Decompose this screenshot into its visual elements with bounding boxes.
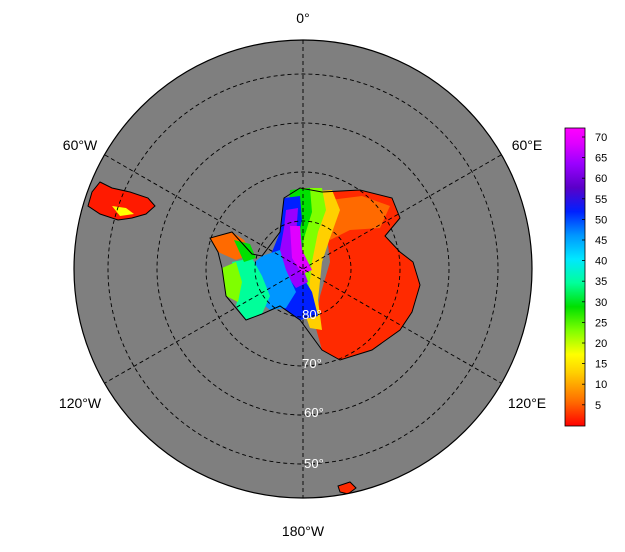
longitude-gridlines <box>104 40 502 498</box>
colorbar-tick-label: 70 <box>595 132 607 144</box>
lat-label-50: 50° <box>304 456 324 471</box>
colorbar-tick-label: 55 <box>595 194 607 206</box>
lon-label-top: 0° <box>296 10 309 26</box>
colorbar-tick-label: 65 <box>595 153 607 165</box>
latitude-gridlines <box>107 73 499 465</box>
colorbar-tick-label: 30 <box>595 297 607 309</box>
south-america-data-field <box>87 181 156 221</box>
colorbar-gradient <box>564 127 586 427</box>
colorbar-tick-label: 45 <box>595 235 607 247</box>
lat-label-80: 80° <box>302 307 322 322</box>
colorbar-tick-label: 5 <box>595 400 601 412</box>
map-border <box>73 39 533 499</box>
colorbar-tick-label: 20 <box>595 338 607 350</box>
colorbar-tick-label: 40 <box>595 256 607 268</box>
lon-label-upper-left: 60°W <box>63 137 98 153</box>
island-data-field <box>337 481 357 495</box>
colorbar-tick-label: 25 <box>595 317 607 329</box>
colorbar: 70 65 60 55 50 45 40 35 30 25 20 15 10 5 <box>564 127 607 427</box>
colorbar-tick-label: 60 <box>595 173 607 185</box>
lon-label-lower-right: 120°E <box>508 395 546 411</box>
lon-label-upper-right: 60°E <box>512 137 543 153</box>
colorbar-tick-label: 50 <box>595 214 607 226</box>
colorbar-tick-label: 15 <box>595 359 607 371</box>
colorbar-tick-label: 10 <box>595 379 607 391</box>
lon-label-lower-left: 120°W <box>59 395 102 411</box>
lat-label-60: 60° <box>304 405 324 420</box>
colorbar-tick-label: 35 <box>595 276 607 288</box>
lon-label-bottom: 180°W <box>282 523 325 539</box>
lat-label-70: 70° <box>302 356 322 371</box>
